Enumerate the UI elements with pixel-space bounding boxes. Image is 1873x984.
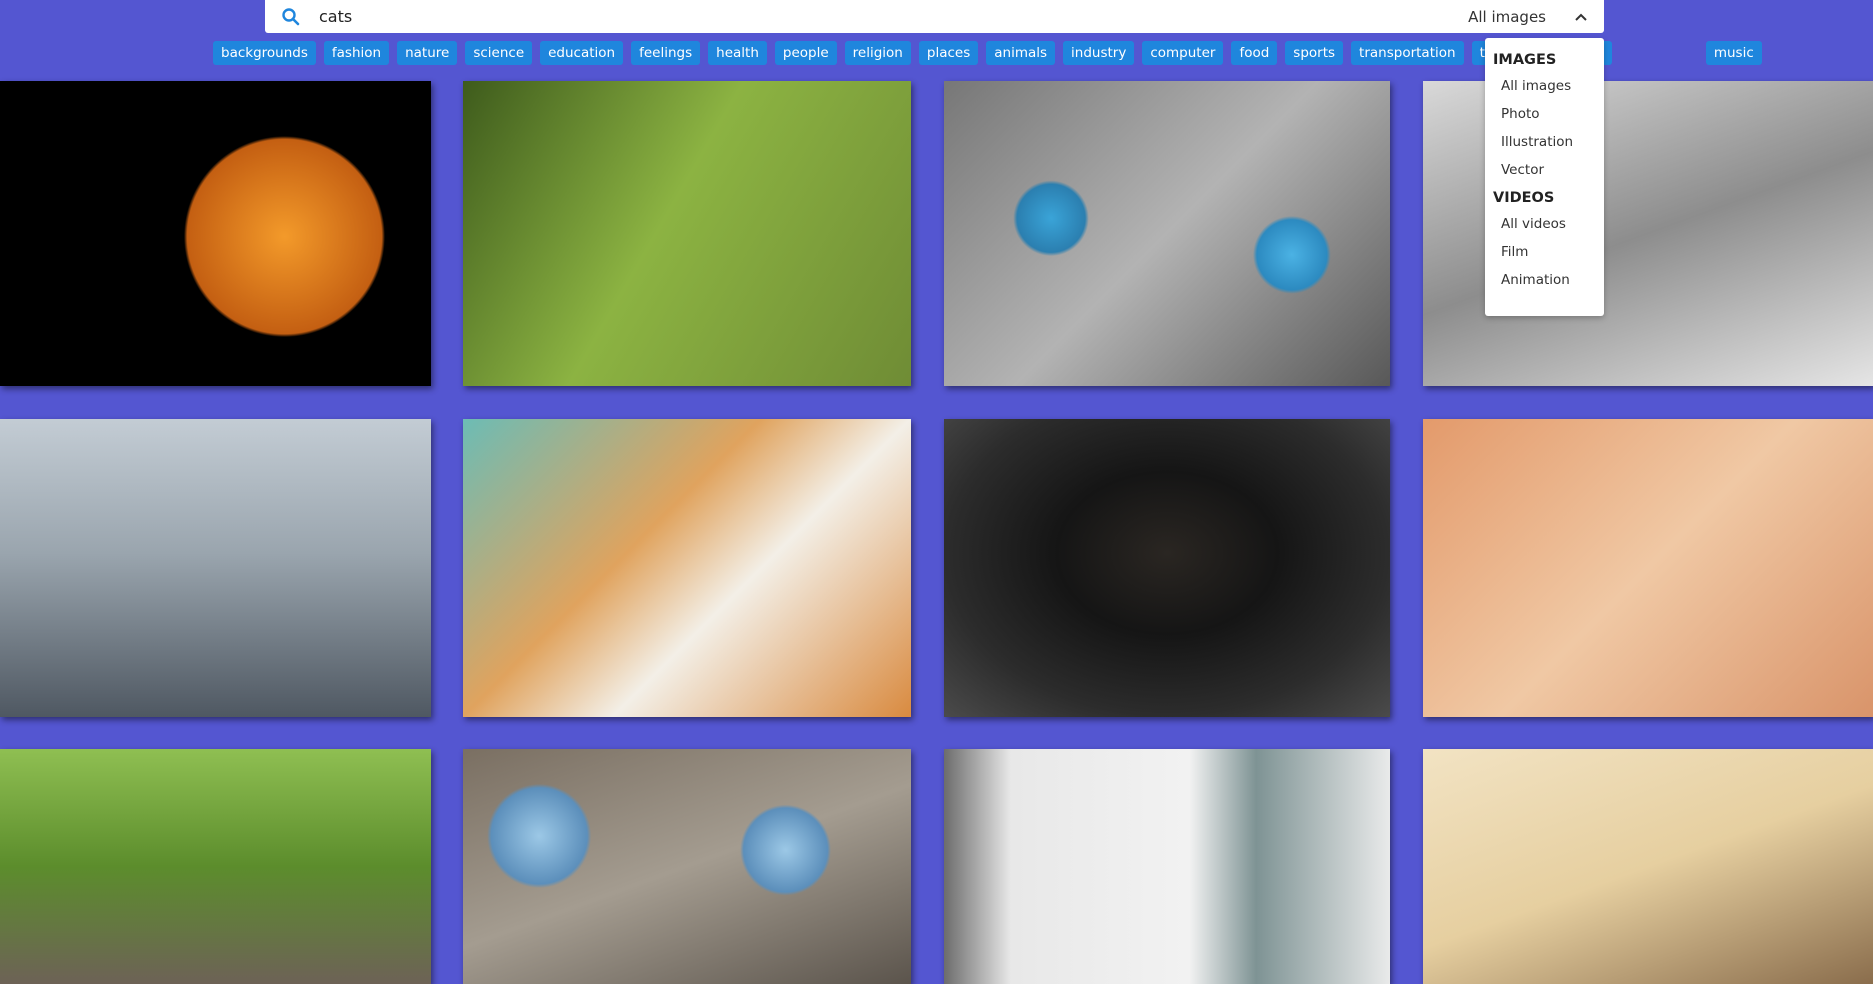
category-tag[interactable]: fashion bbox=[323, 41, 390, 65]
chevron-up[interactable] bbox=[1574, 12, 1588, 22]
image-tile[interactable] bbox=[1423, 749, 1873, 984]
search-bar[interactable]: cats All images bbox=[265, 0, 1604, 33]
category-tag[interactable]: food bbox=[1231, 41, 1278, 65]
category-tag[interactable]: computer bbox=[1142, 41, 1224, 65]
category-tag[interactable]: sports bbox=[1285, 41, 1344, 65]
dropdown-option[interactable]: All videos bbox=[1501, 216, 1566, 232]
section-heading: IMAGES bbox=[1493, 52, 1557, 68]
dropdown-section: IMAGES All images Photo Illustration Vector bbox=[1485, 52, 1604, 178]
category-tag[interactable]: health bbox=[708, 41, 767, 65]
tag-spacer bbox=[1620, 41, 1698, 65]
category-tag[interactable]: feelings bbox=[631, 41, 701, 65]
category-tag[interactable]: people bbox=[774, 41, 837, 65]
image-tile[interactable] bbox=[0, 81, 431, 386]
dropdown-option[interactable]: All images bbox=[1501, 78, 1572, 94]
image-tile[interactable] bbox=[463, 81, 911, 386]
dropdown-section: VIDEOS All videos Film Animation bbox=[1485, 190, 1604, 288]
dropdown-option[interactable]: Film bbox=[1501, 244, 1529, 260]
image-tile[interactable] bbox=[463, 419, 911, 717]
dropdown-option[interactable]: Animation bbox=[1501, 272, 1570, 288]
category-tag[interactable]: education bbox=[540, 41, 624, 65]
category-tag[interactable]: transportation bbox=[1351, 41, 1464, 65]
image-tile[interactable] bbox=[944, 419, 1390, 717]
section-heading: VIDEOS bbox=[1493, 190, 1555, 206]
category-tag[interactable]: music bbox=[1705, 41, 1762, 65]
category-tag[interactable]: religion bbox=[844, 41, 911, 65]
image-tile[interactable] bbox=[944, 749, 1390, 984]
category-tag[interactable]: places bbox=[918, 41, 979, 65]
category-tag[interactable]: industry bbox=[1063, 41, 1135, 65]
image-tile[interactable] bbox=[463, 749, 911, 984]
filter-dropdown: IMAGES All images Photo Illustration Vector V… bbox=[1485, 38, 1604, 316]
image-tile[interactable] bbox=[0, 419, 431, 717]
image-tile[interactable] bbox=[944, 81, 1390, 386]
filter-select[interactable]: All images bbox=[1468, 7, 1546, 26]
image-tile[interactable] bbox=[1423, 419, 1873, 717]
category-tag[interactable]: animals bbox=[986, 41, 1056, 65]
dropdown-option[interactable]: Illustration bbox=[1501, 134, 1574, 150]
category-tag[interactable]: backgrounds bbox=[213, 41, 316, 65]
dropdown-option[interactable]: Photo bbox=[1501, 106, 1540, 122]
category-tag[interactable]: science bbox=[465, 41, 533, 65]
search-query[interactable]: cats bbox=[319, 7, 353, 26]
category-tag[interactable]: nature bbox=[397, 41, 458, 65]
search-icon[interactable] bbox=[281, 7, 301, 27]
image-tile[interactable] bbox=[0, 749, 431, 984]
dropdown-option[interactable]: Vector bbox=[1501, 162, 1545, 178]
